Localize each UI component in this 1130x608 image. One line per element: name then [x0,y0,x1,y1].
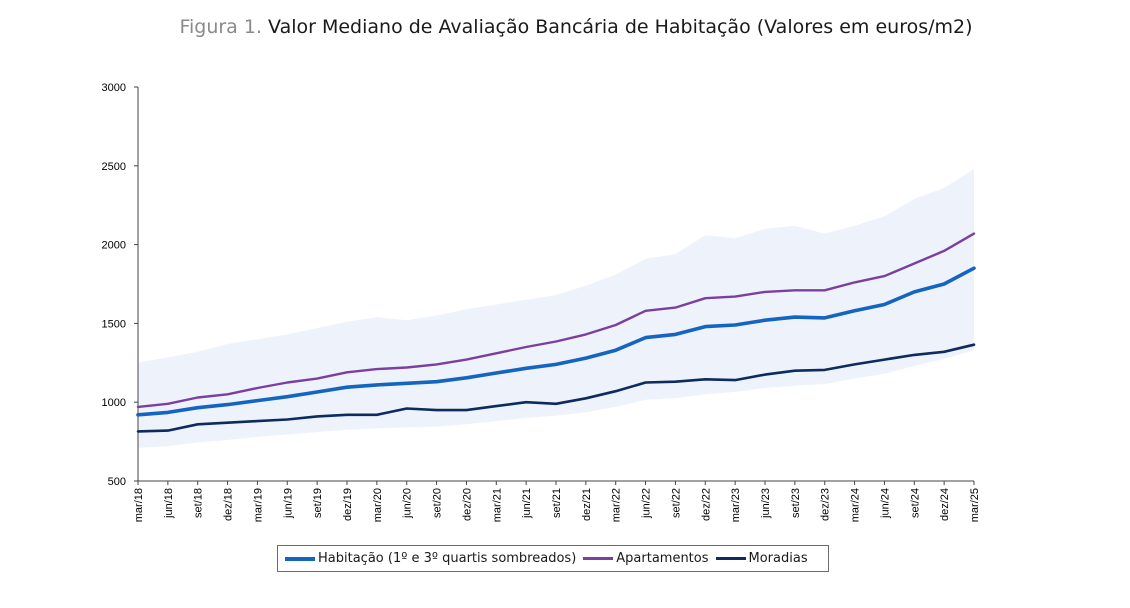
x-tick-label: mar/20 [372,488,384,522]
x-tick-label: set/21 [551,488,563,518]
x-tick-label: jun/21 [521,488,533,519]
y-tick-label: 3000 [102,82,126,94]
x-tick-label: dez/24 [939,488,951,521]
x-tick-label: mar/21 [491,488,503,522]
x-tick-label: set/23 [790,488,802,518]
legend-label-habitacao: Habitação (1º e 3º quartis sombreados) [318,551,577,566]
x-tick-label: set/19 [312,488,324,518]
y-tick-label: 2000 [102,240,126,252]
x-tick-label: jun/22 [641,488,653,519]
quartile-band [138,169,974,448]
x-tick-label: set/18 [193,488,205,518]
legend-swatch-moradias [715,557,746,560]
series-line-habitacao [136,266,976,417]
x-tick-label: jun/18 [163,488,175,519]
x-tick-label: set/20 [432,488,444,518]
series-line-apartamentos [136,232,976,409]
x-tick-label: jun/23 [760,488,772,519]
x-tick-label: mar/24 [850,488,862,522]
x-tick-label: set/24 [909,488,921,518]
x-tick-label: dez/21 [581,488,593,521]
series-line-moradias [136,343,976,433]
quartile-band-layer [138,169,974,448]
x-tick-label: dez/23 [820,488,832,521]
chart-title: Figura 1. Valor Mediano de Avaliação Ban… [0,16,1130,38]
x-tick-label: mar/18 [133,488,145,522]
legend-item-apartamentos: Apartamentos [583,551,709,566]
series-lines [136,232,976,433]
x-tick-label: jun/19 [282,488,294,519]
legend-swatch-apartamentos [583,557,614,560]
x-tick-label: dez/19 [342,488,354,521]
x-tick-label: dez/20 [461,488,473,521]
legend-item-habitacao: Habitação (1º e 3º quartis sombreados) [285,551,576,566]
legend-label-moradias: Moradias [748,551,808,566]
x-tick-label: jun/24 [879,488,891,519]
x-tick-label: dez/18 [223,488,235,521]
y-axis-ticks: 500 1000 1500 2000 2500 3000 [102,82,138,488]
legend-item-moradias: Moradias [715,551,808,566]
x-tick-label: mar/25 [969,488,981,522]
legend-label-apartamentos: Apartamentos [616,551,709,566]
y-tick-label: 2500 [102,161,126,173]
legend-swatch-habitacao [285,556,315,561]
figure-title: Valor Mediano de Avaliação Bancária de H… [268,16,973,38]
x-tick-label: set/22 [670,488,682,518]
y-tick-label: 1500 [102,318,126,330]
x-axis-ticks: mar/18 jun/18 set/18 dez/18 mar/19 jun/19 set/… [133,481,981,522]
x-tick-label: dez/22 [700,488,712,521]
y-tick-label: 500 [108,476,126,488]
legend: Habitação (1º e 3º quartis sombreados) A… [277,545,829,572]
figure-number: Figura 1. [179,16,262,38]
x-tick-label: mar/19 [252,488,264,522]
y-tick-label: 1000 [102,397,126,409]
x-tick-label: mar/22 [611,488,623,522]
x-tick-label: mar/23 [730,488,742,522]
x-tick-label: jun/20 [402,488,414,519]
